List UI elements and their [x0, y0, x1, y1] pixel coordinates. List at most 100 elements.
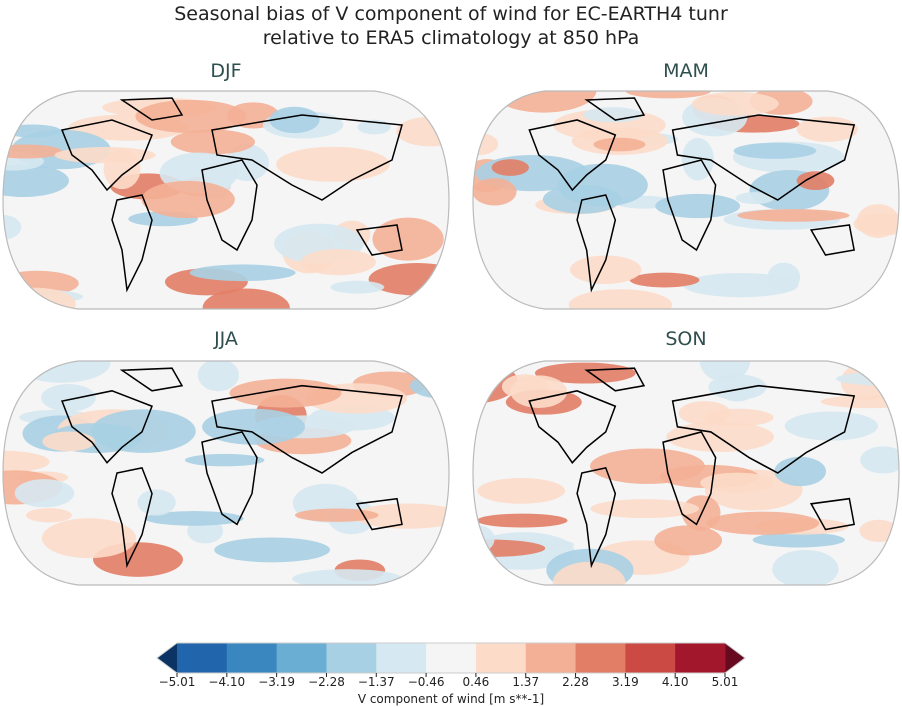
- bias-contour: [372, 217, 444, 261]
- colorbar-extend-max: [725, 643, 745, 673]
- colorbar-tick-label: −0.46: [407, 675, 445, 689]
- bias-contour: [683, 272, 799, 298]
- bias-contour: [214, 537, 331, 563]
- bias-contour: [202, 288, 290, 309]
- figure-title-line2: relative to ERA5 climatology at 850 hPa: [262, 27, 640, 49]
- colorbar-segment: [675, 643, 726, 673]
- panel-title-mam: MAM: [663, 60, 709, 82]
- colorbar-segment: [525, 643, 577, 673]
- map-djf: [2, 90, 450, 310]
- panel-title-jja: JJA: [214, 328, 238, 350]
- colorbar-tick-label: 1.37: [512, 675, 540, 689]
- bias-contour: [681, 137, 714, 181]
- coastline: [809, 224, 856, 256]
- coastline: [662, 159, 717, 252]
- bias-contour: [784, 411, 879, 441]
- bias-contour: [229, 378, 342, 408]
- coastline: [528, 389, 617, 464]
- bias-contour: [25, 508, 72, 523]
- bias-contour: [137, 489, 176, 516]
- bias-contour: [41, 518, 137, 559]
- coastline: [201, 159, 258, 252]
- map-son: [472, 360, 900, 586]
- bias-contour: [860, 446, 899, 474]
- bias-contour: [510, 375, 568, 408]
- colorbar-tick-label: 5.01: [711, 675, 739, 689]
- bias-contour: [197, 361, 239, 392]
- colorbar-tick-label: 0.46: [462, 675, 490, 689]
- colorbar-tick-label: 2.28: [562, 675, 589, 689]
- bias-contour: [14, 479, 75, 508]
- bias-contour: [353, 503, 449, 529]
- coastline: [119, 367, 184, 392]
- bias-contour: [473, 178, 517, 206]
- colorbar-tick-label: 4.10: [661, 675, 689, 689]
- coastline: [355, 224, 403, 256]
- coastline: [809, 497, 856, 531]
- bias-contour: [477, 478, 566, 504]
- bias-contour: [593, 137, 646, 152]
- bias-contour: [3, 164, 69, 198]
- map-jja: [2, 360, 450, 586]
- map-boundary: [472, 90, 900, 310]
- bias-contour: [3, 450, 50, 473]
- colorbar-tick-label: −4.10: [208, 675, 246, 689]
- colorbar-segment: [376, 643, 427, 673]
- bias-contour: [294, 508, 379, 522]
- colorbar-extend-min: [157, 643, 177, 673]
- bias-contour: [856, 204, 899, 238]
- bias-contour: [552, 561, 626, 585]
- colorbar-segment: [326, 643, 377, 673]
- colorbar-label: V component of wind [m s**-1]: [357, 692, 545, 706]
- bias-contour: [41, 384, 96, 412]
- colorbar-segment: [226, 643, 278, 673]
- bias-contour: [590, 448, 705, 484]
- bias-contour: [699, 361, 751, 382]
- bias-contour: [330, 280, 385, 294]
- bias-contour: [796, 116, 858, 142]
- colorbar-tick-label: 3.19: [612, 675, 639, 689]
- map-mam: [472, 90, 900, 310]
- bias-contour: [269, 106, 320, 134]
- coastline: [60, 390, 153, 464]
- colorbar-tick-label: −2.28: [308, 675, 345, 689]
- bias-contour: [590, 499, 700, 519]
- colorbar-segment: [426, 643, 477, 673]
- bias-contour: [491, 159, 529, 176]
- bias-contour: [796, 171, 835, 191]
- coastline: [111, 194, 153, 293]
- coastline: [584, 97, 646, 121]
- bias-contour: [135, 99, 247, 134]
- panel-title-djf: DJF: [210, 60, 242, 82]
- coastline: [211, 384, 403, 474]
- colorbar-segment: [625, 643, 676, 673]
- coastline: [671, 114, 856, 201]
- coastline: [119, 97, 184, 121]
- figure-title-line1: Seasonal bias of V component of wind for…: [174, 3, 728, 25]
- bias-contour: [733, 142, 817, 159]
- bias-contour: [300, 249, 376, 276]
- bias-contour: [276, 146, 390, 182]
- coastline: [201, 431, 258, 526]
- bias-contour: [42, 431, 95, 452]
- bias-contour: [774, 456, 827, 487]
- bias-contour: [625, 91, 712, 99]
- coastline: [211, 114, 403, 201]
- bias-contour: [490, 91, 597, 113]
- bias-contour: [655, 193, 741, 219]
- colorbar-tick-label: −3.19: [258, 675, 296, 689]
- coastline: [576, 194, 617, 293]
- bias-contour: [144, 511, 244, 526]
- bias-contour: [737, 209, 850, 222]
- map-boundary: [2, 360, 450, 586]
- panel-title-son: SON: [665, 328, 707, 350]
- map-boundary: [472, 360, 900, 586]
- bias-contour: [476, 513, 568, 528]
- coastline: [662, 430, 717, 526]
- bias-contour: [654, 525, 723, 556]
- bias-contour: [706, 511, 820, 535]
- colorbar-segment: [475, 643, 527, 673]
- coastline: [111, 466, 153, 569]
